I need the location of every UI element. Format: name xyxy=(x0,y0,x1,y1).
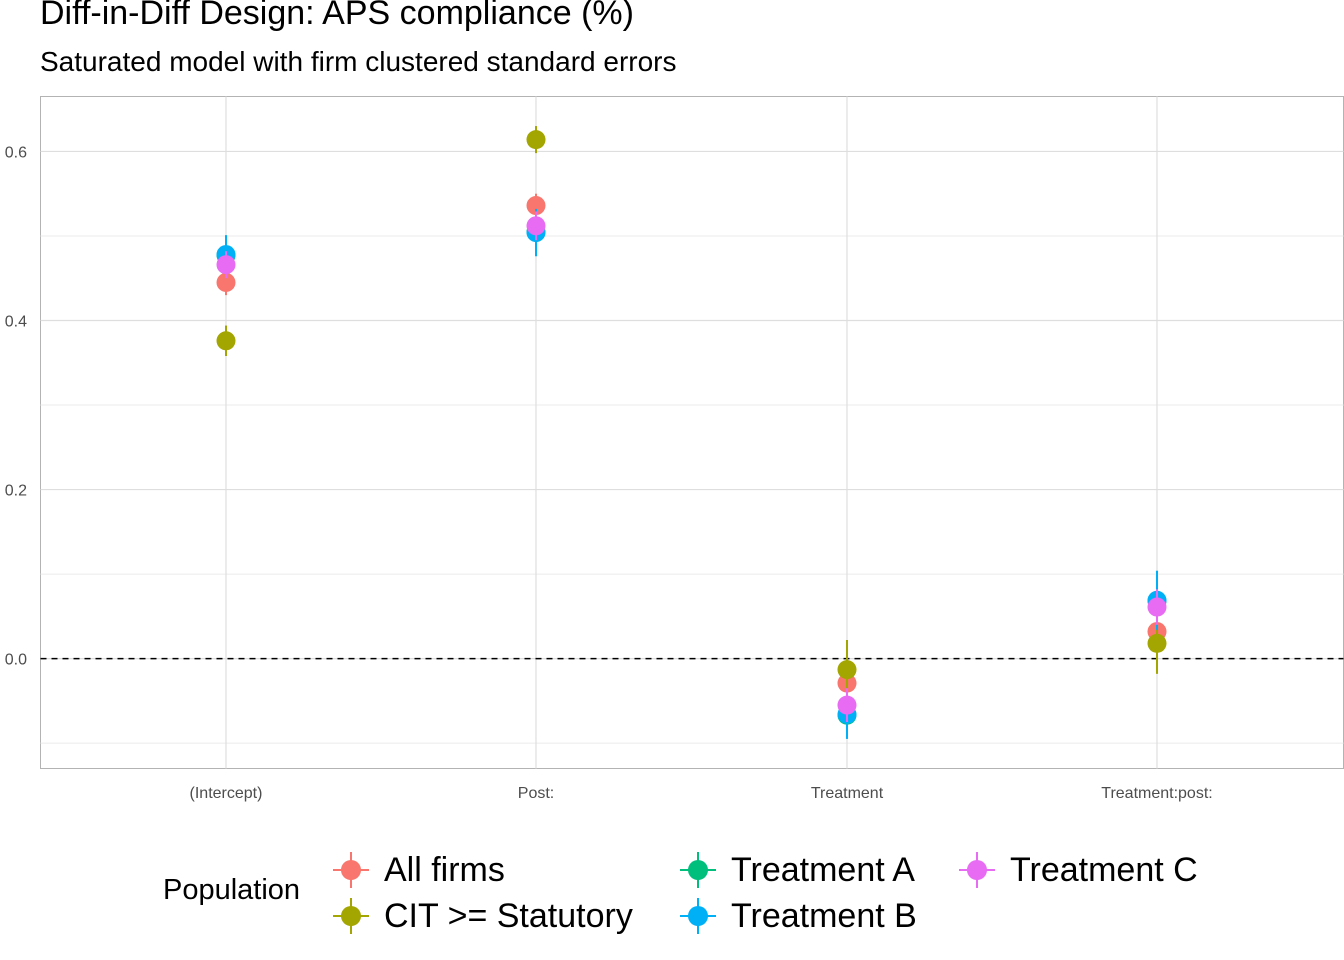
legend-key-glyph xyxy=(333,898,369,934)
legend-key-glyph xyxy=(680,898,716,934)
series-group xyxy=(216,208,1167,739)
legend-label: Treatment A xyxy=(731,850,915,889)
legend-key-point xyxy=(341,860,361,880)
data-point xyxy=(216,272,236,292)
series-group xyxy=(216,126,1167,700)
legend-key-glyph xyxy=(333,852,369,888)
series-group xyxy=(216,193,1167,700)
y-tick-label: 0.0 xyxy=(5,652,27,669)
data-point xyxy=(837,695,857,715)
legend-key-glyph xyxy=(959,852,995,888)
legend-title: Population xyxy=(163,874,301,906)
y-tick-label: 0.2 xyxy=(5,483,27,500)
series-group xyxy=(216,211,1167,723)
data-point xyxy=(216,331,236,351)
y-axis-ticks: 0.0 0.2 0.4 0.6 xyxy=(5,144,27,668)
legend-label: All firms xyxy=(384,850,505,889)
legend-item-treatment-c: Treatment C xyxy=(954,847,1198,893)
legend-key-icon xyxy=(675,893,721,939)
series-group xyxy=(216,210,1167,735)
x-tick-label: (Intercept) xyxy=(190,785,263,802)
legend-item-all-firms: All firms xyxy=(328,847,505,893)
legend-label: Treatment C xyxy=(1010,850,1198,889)
y-tick-label: 0.4 xyxy=(5,314,27,331)
chart-title: Diff-in-Diff Design: APS compliance (%) xyxy=(40,0,634,32)
chart-plot-area: 0.0 0.2 0.4 0.6 (Intercept) Post: Treatment Tr… xyxy=(5,96,1344,802)
legend: Population All firms CIT >= Statutory Tr… xyxy=(0,840,1344,950)
data-marks xyxy=(216,126,1167,739)
data-point xyxy=(526,216,546,236)
data-point xyxy=(216,255,236,275)
panel-border xyxy=(40,96,1344,769)
legend-key-glyph xyxy=(680,852,716,888)
data-point xyxy=(526,196,546,216)
legend-key-point xyxy=(688,860,708,880)
legend-item-treatment-b: Treatment B xyxy=(675,893,917,939)
x-tick-label: Post: xyxy=(518,785,554,802)
data-point xyxy=(526,130,546,150)
x-tick-label: Treatment xyxy=(811,785,884,802)
data-point xyxy=(1147,597,1167,617)
gridlines xyxy=(40,96,1344,769)
legend-key-point xyxy=(688,906,708,926)
legend-key-icon xyxy=(328,893,374,939)
legend-key-point xyxy=(967,860,987,880)
legend-key-point xyxy=(341,906,361,926)
y-tick-label: 0.6 xyxy=(5,144,27,161)
legend-key-icon xyxy=(328,847,374,893)
data-point xyxy=(837,660,857,680)
legend-key-icon xyxy=(954,847,1000,893)
chart-subtitle: Saturated model with firm clustered stan… xyxy=(40,46,677,77)
legend-label: Treatment B xyxy=(731,896,917,935)
legend-key-icon xyxy=(675,847,721,893)
x-tick-label: Treatment:post: xyxy=(1101,785,1212,802)
legend-item-treatment-a: Treatment A xyxy=(675,847,915,893)
data-point xyxy=(1147,633,1167,653)
legend-item-cit-statutory: CIT >= Statutory xyxy=(328,893,633,939)
x-axis-ticks: (Intercept) Post: Treatment Treatment:post: xyxy=(190,785,1213,802)
legend-label: CIT >= Statutory xyxy=(384,896,633,935)
